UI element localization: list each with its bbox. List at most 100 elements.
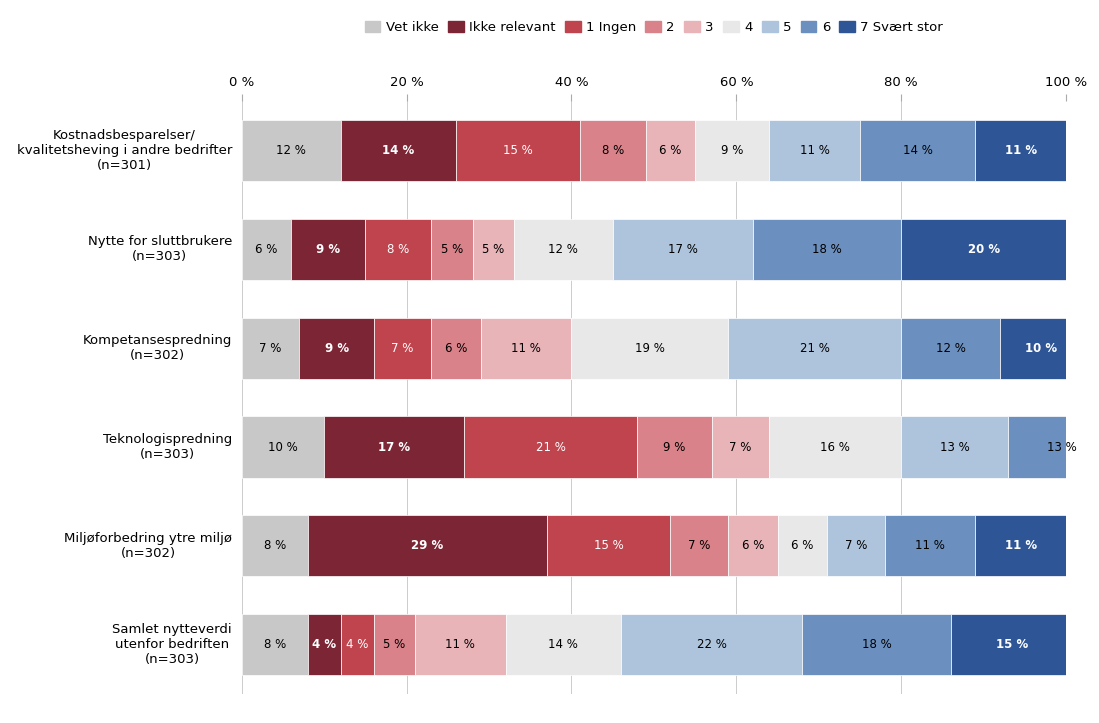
Bar [431, 219, 473, 280]
Text: 4 %: 4 % [312, 638, 336, 651]
Text: 7 %: 7 % [845, 539, 867, 552]
Text: 10 %: 10 % [1025, 342, 1057, 355]
Bar [901, 219, 1066, 280]
Text: 12 %: 12 % [276, 144, 307, 157]
Text: 7 %: 7 % [259, 342, 281, 355]
Bar [802, 614, 951, 675]
Bar [728, 317, 901, 379]
Bar [646, 120, 696, 181]
Text: 10 %: 10 % [268, 440, 298, 453]
Text: 9 %: 9 % [664, 440, 686, 453]
Text: 7 %: 7 % [391, 342, 413, 355]
Bar [242, 219, 291, 280]
Bar [728, 515, 778, 576]
Bar [769, 416, 901, 478]
Text: 11 %: 11 % [1004, 144, 1036, 157]
Bar [456, 120, 580, 181]
Bar [365, 219, 431, 280]
Bar [308, 515, 547, 576]
Bar [415, 614, 506, 675]
Text: 8 %: 8 % [601, 144, 624, 157]
Bar [324, 416, 464, 478]
Text: 15 %: 15 % [997, 638, 1029, 651]
Text: 12 %: 12 % [935, 342, 966, 355]
Bar [481, 317, 571, 379]
Text: 14 %: 14 % [382, 144, 414, 157]
Text: 5 %: 5 % [482, 243, 504, 256]
Bar [299, 317, 374, 379]
Text: 6 %: 6 % [742, 539, 764, 552]
Bar [777, 515, 826, 576]
Bar [242, 416, 324, 478]
Text: 21 %: 21 % [800, 342, 830, 355]
Bar [712, 416, 769, 478]
Bar [670, 515, 728, 576]
Bar [1000, 317, 1083, 379]
Text: 6 %: 6 % [659, 144, 681, 157]
Bar [431, 317, 480, 379]
Bar [374, 317, 431, 379]
Text: 18 %: 18 % [862, 638, 891, 651]
Text: 8 %: 8 % [387, 243, 410, 256]
Bar [1009, 416, 1099, 478]
Text: 9 %: 9 % [721, 144, 743, 157]
Text: 11 %: 11 % [1004, 539, 1036, 552]
Text: 14 %: 14 % [902, 144, 933, 157]
Text: 8 %: 8 % [264, 638, 286, 651]
Bar [859, 120, 976, 181]
Bar [242, 614, 308, 675]
Bar [571, 317, 728, 379]
Bar [695, 120, 769, 181]
Bar [464, 416, 637, 478]
Text: 7 %: 7 % [730, 440, 752, 453]
Text: 18 %: 18 % [812, 243, 842, 256]
Text: 7 %: 7 % [688, 539, 710, 552]
Text: 6 %: 6 % [791, 539, 813, 552]
Bar [951, 614, 1075, 675]
Text: 11 %: 11 % [511, 342, 541, 355]
Bar [308, 614, 341, 675]
Bar [613, 219, 753, 280]
Bar [621, 614, 802, 675]
Text: 15 %: 15 % [593, 539, 623, 552]
Text: 19 %: 19 % [635, 342, 665, 355]
Text: 5 %: 5 % [441, 243, 463, 256]
Bar [341, 120, 456, 181]
Text: 11 %: 11 % [915, 539, 945, 552]
Text: 9 %: 9 % [317, 243, 341, 256]
Bar [637, 416, 712, 478]
Legend: Vet ikke, Ikke relevant, 1 Ingen, 2, 3, 4, 5, 6, 7 Svært stor: Vet ikke, Ikke relevant, 1 Ingen, 2, 3, … [359, 16, 948, 40]
Text: 11 %: 11 % [800, 144, 830, 157]
Text: 13 %: 13 % [1047, 440, 1077, 453]
Bar [901, 416, 1009, 478]
Text: 8 %: 8 % [264, 539, 286, 552]
Text: 4 %: 4 % [346, 638, 368, 651]
Bar [901, 317, 1000, 379]
Text: 9 %: 9 % [324, 342, 348, 355]
Text: 14 %: 14 % [548, 638, 578, 651]
Text: 6 %: 6 % [445, 342, 467, 355]
Bar [976, 515, 1066, 576]
Text: 29 %: 29 % [411, 539, 443, 552]
Text: 17 %: 17 % [378, 440, 410, 453]
Bar [341, 614, 374, 675]
Bar [242, 120, 341, 181]
Text: 16 %: 16 % [820, 440, 851, 453]
Bar [769, 120, 859, 181]
Text: 17 %: 17 % [668, 243, 698, 256]
Text: 5 %: 5 % [384, 638, 406, 651]
Bar [473, 219, 514, 280]
Bar [291, 219, 365, 280]
Bar [242, 317, 299, 379]
Text: 12 %: 12 % [548, 243, 578, 256]
Text: 6 %: 6 % [255, 243, 278, 256]
Bar [506, 614, 621, 675]
Bar [885, 515, 976, 576]
Text: 20 %: 20 % [967, 243, 1000, 256]
Bar [753, 219, 901, 280]
Bar [826, 515, 885, 576]
Bar [514, 219, 613, 280]
Text: 21 %: 21 % [536, 440, 566, 453]
Bar [546, 515, 670, 576]
Text: 15 %: 15 % [503, 144, 533, 157]
